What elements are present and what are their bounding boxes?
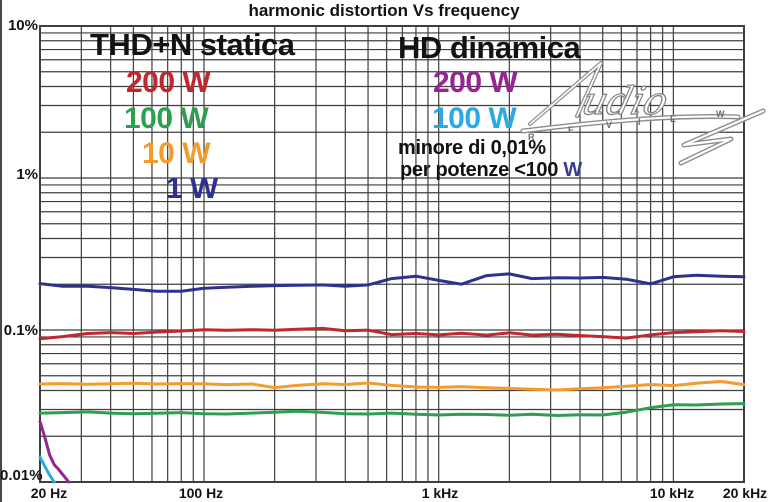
legend-right-entry-100w: 100 W: [432, 102, 517, 135]
audio-review-logo: udio R E V I E W: [520, 61, 766, 166]
scan-edge-artifact: [0, 0, 2, 502]
legend-left-entry-200w: 200 W: [126, 66, 211, 99]
y-tick-10pct: 10%: [7, 17, 38, 34]
legend-right-title: HD dinamica: [398, 30, 581, 65]
x-tick-20khz: 20 kHz: [722, 485, 768, 501]
legend-left-entry-100w: 100 W: [124, 102, 209, 135]
y-tick-0-01pct: 0.01%: [0, 467, 43, 484]
logo-sub-letter: R: [528, 132, 535, 142]
logo-word: udio: [578, 80, 673, 124]
x-tick-20hz: 20 Hz: [30, 485, 68, 501]
logo-sub-letter: I: [638, 117, 641, 127]
logo-sub-letter: W: [716, 109, 725, 119]
legend-left-entry-1w: 1 W: [166, 172, 218, 205]
y-tick-1pct: 1%: [16, 166, 38, 183]
note-line-1: minore di 0,01%: [398, 137, 546, 159]
logo-sub-letter: E: [568, 125, 574, 135]
note-line-2-text: per potenze <100: [400, 159, 559, 181]
legend-left-title: THD+N statica: [90, 27, 295, 62]
note-line-2-w-suffix: W: [563, 159, 582, 181]
x-tick-1khz: 1 kHz: [421, 485, 459, 501]
x-tick-10khz: 10 kHz: [649, 485, 695, 501]
legend-left-entry-10w: 10 W: [142, 137, 211, 170]
logo-sub-letter: V: [606, 120, 612, 130]
y-tick-0-1pct: 0.1%: [3, 322, 38, 339]
chart-title: harmonic distortion Vs frequency: [248, 1, 520, 20]
note-line-2: per potenze <100 W: [400, 160, 582, 180]
legend-right-entry-200w: 200 W: [433, 66, 518, 99]
logo-sub-letter: E: [670, 114, 676, 124]
x-tick-100hz: 100 Hz: [178, 485, 224, 501]
